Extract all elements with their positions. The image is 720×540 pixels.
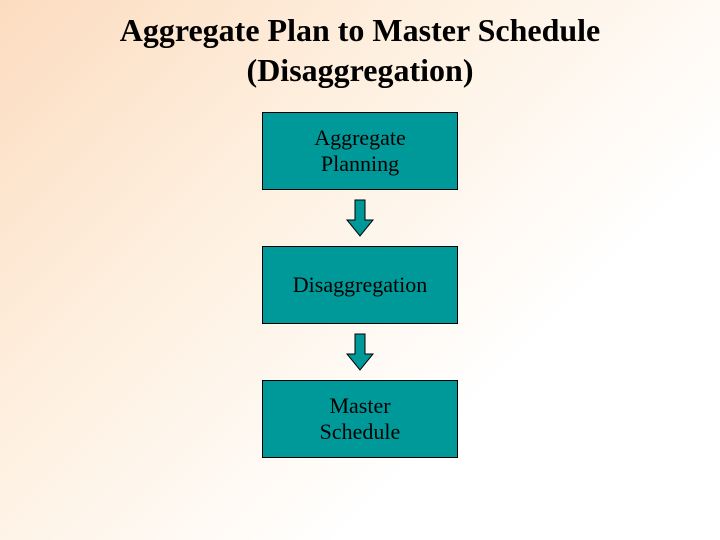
flow-node-aggregate-planning: Aggregate Planning — [262, 112, 458, 190]
title-line-2: (Disaggregation) — [247, 52, 474, 88]
node-label: Disaggregation — [293, 272, 427, 298]
node-label: Master Schedule — [320, 393, 401, 445]
flow-arrow-1 — [345, 190, 375, 246]
title-line-1: Aggregate Plan to Master Schedule — [120, 12, 601, 48]
node-label: Aggregate Planning — [314, 125, 406, 177]
flow-node-disaggregation: Disaggregation — [262, 246, 458, 324]
slide-title: Aggregate Plan to Master Schedule (Disag… — [0, 0, 720, 90]
flowchart: Aggregate Planning Disaggregation Master… — [262, 112, 458, 458]
arrow-down-icon — [345, 332, 375, 372]
flow-node-master-schedule: Master Schedule — [262, 380, 458, 458]
arrow-down-icon — [345, 198, 375, 238]
flow-arrow-2 — [345, 324, 375, 380]
